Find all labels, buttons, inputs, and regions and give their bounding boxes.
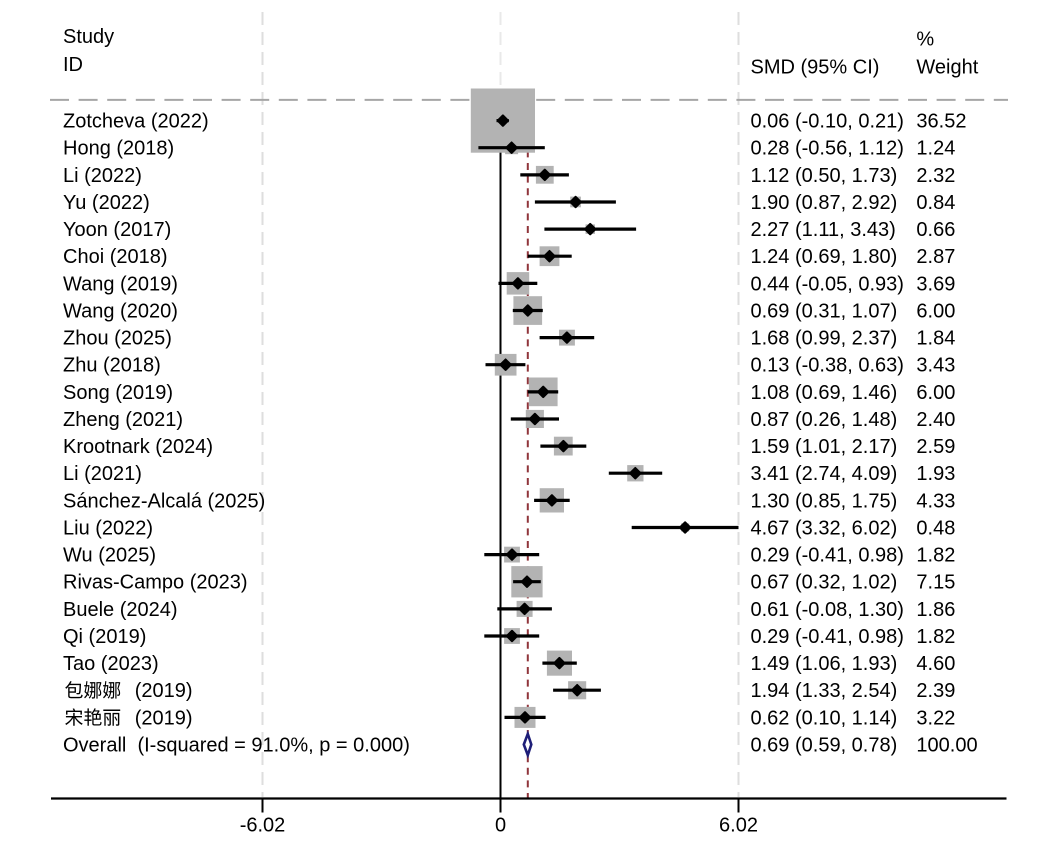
svg-text:0.13 (-0.38, 0.63): 0.13 (-0.38, 0.63) — [751, 355, 904, 377]
svg-text:6.00: 6.00 — [916, 382, 955, 404]
svg-text:1.59 (1.01, 2.17): 1.59 (1.01, 2.17) — [751, 436, 898, 458]
svg-text:0.29 (-0.41, 0.98): 0.29 (-0.41, 0.98) — [751, 626, 904, 648]
svg-text:Liu (2022): Liu (2022) — [63, 517, 153, 539]
svg-text:100.00: 100.00 — [916, 734, 977, 756]
svg-text:36.52: 36.52 — [916, 111, 966, 133]
svg-text:Weight: Weight — [916, 56, 978, 78]
svg-text:%: % — [916, 29, 934, 51]
svg-text:Zheng (2021): Zheng (2021) — [63, 409, 183, 431]
svg-text:Zhu (2018): Zhu (2018) — [63, 355, 161, 377]
svg-text:0.66: 0.66 — [916, 219, 955, 241]
svg-text:2.40: 2.40 — [916, 409, 955, 431]
svg-text:Qi (2019): Qi (2019) — [63, 626, 146, 648]
svg-text:2.27 (1.11, 3.43): 2.27 (1.11, 3.43) — [751, 219, 896, 241]
svg-text:Buele (2024): Buele (2024) — [63, 599, 178, 621]
svg-text:0.29 (-0.41, 0.98): 0.29 (-0.41, 0.98) — [751, 545, 904, 567]
svg-text:1.08 (0.69, 1.46): 1.08 (0.69, 1.46) — [751, 382, 898, 404]
svg-text:0.48: 0.48 — [916, 517, 955, 539]
svg-text:4.60: 4.60 — [916, 653, 955, 675]
svg-text:ID: ID — [63, 54, 83, 76]
svg-text:0.87 (0.26, 1.48): 0.87 (0.26, 1.48) — [751, 409, 898, 431]
svg-text:SMD (95% CI): SMD (95% CI) — [751, 56, 880, 78]
svg-text:Wang (2019): Wang (2019) — [63, 273, 178, 295]
svg-text:Hong (2018): Hong (2018) — [63, 138, 174, 160]
svg-text:0: 0 — [495, 815, 506, 837]
svg-text:4.33: 4.33 — [916, 490, 955, 512]
svg-text:1.82: 1.82 — [916, 626, 955, 648]
svg-text:Li (2022): Li (2022) — [63, 165, 142, 187]
svg-text:Choi (2018): Choi (2018) — [63, 246, 168, 268]
svg-text:1.49 (1.06, 1.93): 1.49 (1.06, 1.93) — [751, 653, 898, 675]
svg-text:3.69: 3.69 — [916, 273, 955, 295]
svg-text:6.02: 6.02 — [719, 815, 758, 837]
svg-text:-6.02: -6.02 — [240, 815, 286, 837]
svg-text:(2019): (2019) — [135, 707, 193, 729]
svg-text:7.15: 7.15 — [916, 572, 955, 594]
svg-text:4.67 (3.32, 6.02): 4.67 (3.32, 6.02) — [751, 517, 898, 539]
svg-text:0.28 (-0.56, 1.12): 0.28 (-0.56, 1.12) — [751, 138, 904, 160]
svg-text:1.82: 1.82 — [916, 545, 955, 567]
svg-text:Zotcheva (2022): Zotcheva (2022) — [63, 111, 209, 133]
svg-text:0.69 (0.59, 0.78): 0.69 (0.59, 0.78) — [751, 734, 898, 756]
svg-text:2.39: 2.39 — [916, 680, 955, 702]
svg-text:Yu (2022): Yu (2022) — [63, 192, 150, 214]
svg-text:Rivas-Campo (2023): Rivas-Campo (2023) — [63, 572, 248, 594]
svg-text:Zhou (2025): Zhou (2025) — [63, 328, 172, 350]
svg-text:1.84: 1.84 — [916, 328, 955, 350]
svg-text:1.12 (0.50, 1.73): 1.12 (0.50, 1.73) — [751, 165, 898, 187]
svg-text:0.67 (0.32, 1.02): 0.67 (0.32, 1.02) — [751, 572, 898, 594]
svg-text:1.24 (0.69, 1.80): 1.24 (0.69, 1.80) — [751, 246, 898, 268]
svg-text:3.43: 3.43 — [916, 355, 955, 377]
svg-text:2.87: 2.87 — [916, 246, 955, 268]
svg-text:1.30 (0.85, 1.75): 1.30 (0.85, 1.75) — [751, 490, 898, 512]
svg-text:Krootnark (2024): Krootnark (2024) — [63, 436, 213, 458]
svg-text:Overall (I-squared = 91.0%, p: Overall (I-squared = 91.0%, p = 0.000) — [63, 734, 410, 756]
svg-text:1.86: 1.86 — [916, 599, 955, 621]
svg-text:1.68 (0.99, 2.37): 1.68 (0.99, 2.37) — [751, 328, 898, 350]
svg-text:Wang (2020): Wang (2020) — [63, 300, 178, 322]
svg-text:0.62 (0.10, 1.14): 0.62 (0.10, 1.14) — [751, 707, 898, 729]
svg-text:Study: Study — [63, 26, 114, 48]
svg-text:Sánchez-Alcalá (2025): Sánchez-Alcalá (2025) — [63, 490, 265, 512]
svg-text:(2019): (2019) — [135, 680, 193, 702]
svg-text:Song (2019): Song (2019) — [63, 382, 173, 404]
svg-text:3.41 (2.74, 4.09): 3.41 (2.74, 4.09) — [751, 463, 898, 485]
svg-text:Wu (2025): Wu (2025) — [63, 545, 156, 567]
svg-text:2.32: 2.32 — [916, 165, 955, 187]
svg-text:0.61 (-0.08, 1.30): 0.61 (-0.08, 1.30) — [751, 599, 904, 621]
svg-text:0.06 (-0.10, 0.21): 0.06 (-0.10, 0.21) — [751, 111, 904, 133]
svg-text:Li (2021): Li (2021) — [63, 463, 142, 485]
svg-text:1.94 (1.33, 2.54): 1.94 (1.33, 2.54) — [751, 680, 898, 702]
svg-text:1.93: 1.93 — [916, 463, 955, 485]
svg-text:0.69 (0.31, 1.07): 0.69 (0.31, 1.07) — [751, 300, 898, 322]
svg-text:2.59: 2.59 — [916, 436, 955, 458]
svg-text:Tao (2023): Tao (2023) — [63, 653, 159, 675]
svg-text:Yoon (2017): Yoon (2017) — [63, 219, 171, 241]
svg-text:3.22: 3.22 — [916, 707, 955, 729]
svg-text:0.84: 0.84 — [916, 192, 955, 214]
svg-text:0.44 (-0.05, 0.93): 0.44 (-0.05, 0.93) — [751, 273, 904, 295]
svg-text:1.24: 1.24 — [916, 138, 955, 160]
svg-text:1.90 (0.87, 2.92): 1.90 (0.87, 2.92) — [751, 192, 898, 214]
svg-text:6.00: 6.00 — [916, 300, 955, 322]
